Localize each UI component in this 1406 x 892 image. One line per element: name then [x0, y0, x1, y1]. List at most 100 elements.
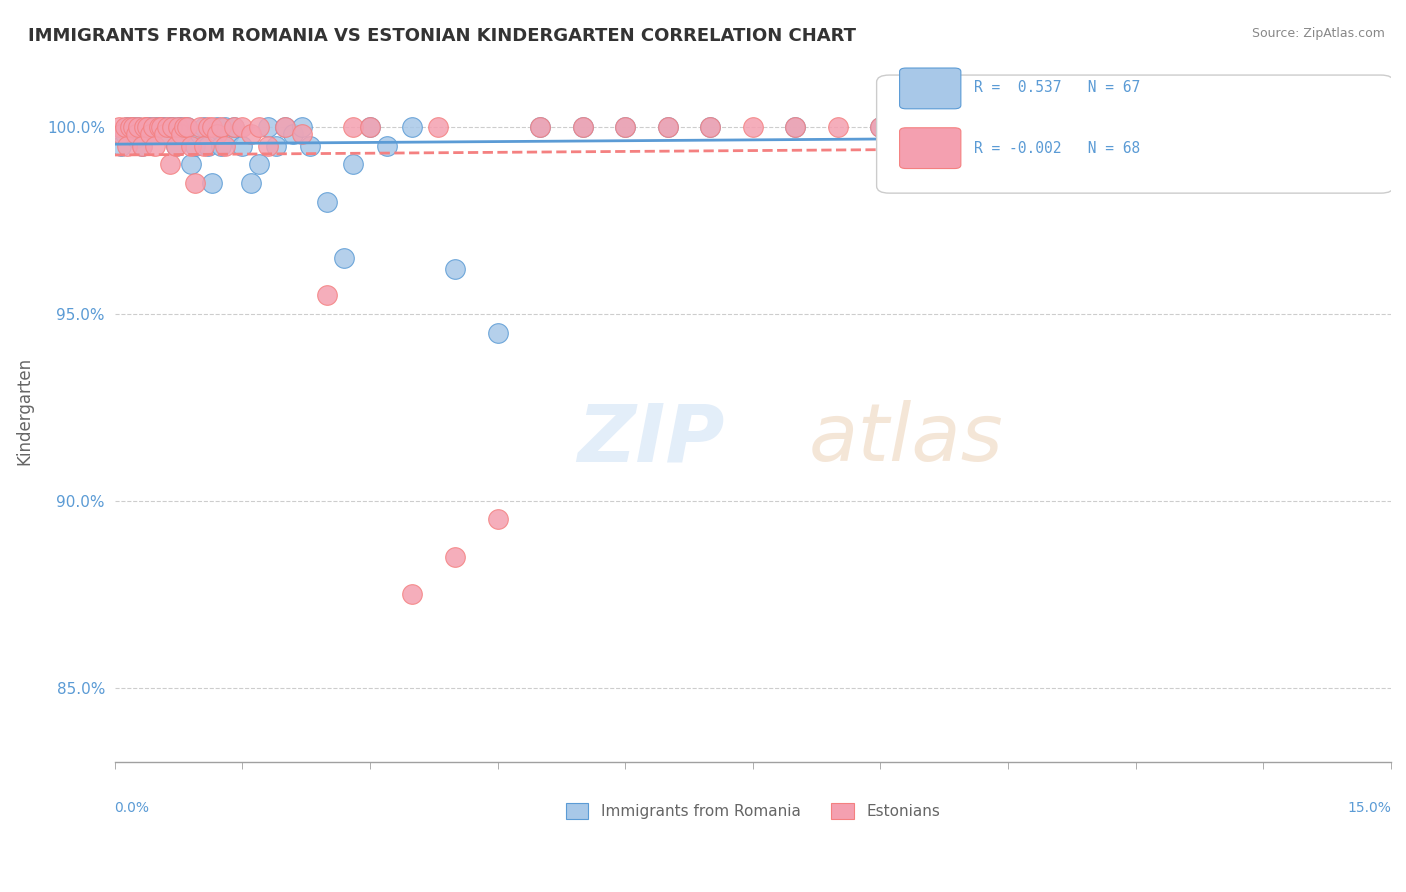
Point — [955, 120, 977, 134]
Point — [274, 120, 297, 134]
Point — [1039, 120, 1062, 134]
Point — [159, 157, 181, 171]
Point — [205, 128, 228, 142]
Point — [159, 120, 181, 134]
Point — [1295, 120, 1317, 134]
Point — [142, 123, 165, 137]
Text: R = -0.002   N = 68: R = -0.002 N = 68 — [973, 141, 1140, 156]
Point — [209, 138, 232, 153]
Point — [127, 120, 149, 134]
Point — [426, 120, 449, 134]
Point — [125, 131, 148, 145]
Point — [657, 120, 679, 134]
Point — [571, 120, 593, 134]
Point — [283, 128, 305, 142]
Point — [785, 120, 807, 134]
Point — [188, 128, 211, 142]
Point — [785, 120, 807, 134]
Point — [201, 120, 224, 134]
Point — [699, 120, 721, 134]
Point — [156, 120, 179, 134]
Point — [869, 120, 891, 134]
Point — [184, 138, 207, 153]
Point — [162, 120, 184, 134]
Point — [176, 120, 198, 134]
Point — [197, 138, 219, 153]
Point — [153, 120, 176, 134]
Point — [222, 120, 245, 134]
Point — [274, 120, 297, 134]
Point — [110, 128, 132, 142]
Point — [529, 120, 551, 134]
Point — [486, 512, 509, 526]
Point — [997, 120, 1019, 134]
Point — [205, 120, 228, 134]
Point — [359, 120, 381, 134]
Point — [118, 120, 141, 134]
Point — [299, 138, 322, 153]
Point — [170, 120, 193, 134]
Point — [117, 138, 139, 153]
Point — [1337, 120, 1360, 134]
Point — [699, 120, 721, 134]
Point — [1337, 120, 1360, 134]
Point — [1108, 120, 1130, 134]
Point — [997, 120, 1019, 134]
Point — [316, 288, 339, 302]
Point — [110, 138, 132, 153]
Text: IMMIGRANTS FROM ROMANIA VS ESTONIAN KINDERGARTEN CORRELATION CHART: IMMIGRANTS FROM ROMANIA VS ESTONIAN KIND… — [28, 27, 856, 45]
Point — [142, 120, 165, 134]
Point — [741, 120, 763, 134]
Point — [139, 128, 162, 142]
Point — [201, 176, 224, 190]
Point — [162, 120, 184, 134]
FancyBboxPatch shape — [900, 68, 960, 109]
Point — [156, 128, 179, 142]
Point — [657, 120, 679, 134]
Point — [145, 138, 167, 153]
Point — [148, 120, 170, 134]
Text: R =  0.537   N = 67: R = 0.537 N = 67 — [973, 80, 1140, 95]
Point — [173, 128, 195, 142]
Point — [145, 120, 167, 134]
Legend: Immigrants from Romania, Estonians: Immigrants from Romania, Estonians — [560, 797, 946, 825]
Point — [614, 120, 637, 134]
Text: ZIP: ZIP — [576, 401, 724, 478]
Point — [333, 251, 356, 265]
Point — [193, 120, 215, 134]
Point — [122, 120, 145, 134]
Point — [342, 120, 364, 134]
Point — [134, 128, 156, 142]
Point — [150, 120, 173, 134]
Point — [614, 120, 637, 134]
Point — [131, 138, 153, 153]
Point — [114, 120, 136, 134]
Point — [486, 326, 509, 340]
Point — [153, 128, 176, 142]
Point — [1167, 120, 1189, 134]
Point — [291, 128, 314, 142]
Point — [136, 120, 159, 134]
Point — [1039, 120, 1062, 134]
Point — [222, 120, 245, 134]
Point — [214, 138, 236, 153]
Point — [114, 128, 136, 142]
Point — [167, 120, 190, 134]
Point — [125, 128, 148, 142]
Point — [911, 120, 934, 134]
Point — [122, 120, 145, 134]
Point — [1209, 120, 1232, 134]
Point — [869, 120, 891, 134]
Point — [342, 157, 364, 171]
Point — [148, 120, 170, 134]
Point — [193, 138, 215, 153]
Point — [359, 120, 381, 134]
Point — [108, 120, 131, 134]
Point — [571, 120, 593, 134]
Point — [134, 120, 156, 134]
Point — [239, 176, 262, 190]
Point — [180, 157, 202, 171]
Point — [127, 120, 149, 134]
Point — [173, 120, 195, 134]
Point — [117, 120, 139, 134]
